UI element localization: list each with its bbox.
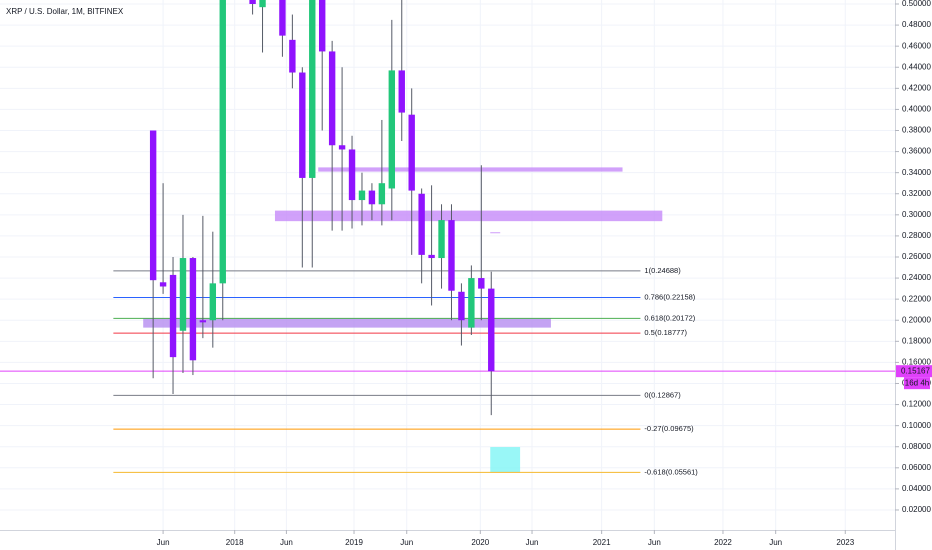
candle-body: [428, 254, 435, 259]
candle-body: [398, 70, 405, 113]
candle-body: [418, 193, 425, 255]
y-tick-label: 0.48000: [902, 20, 931, 29]
candle-body: [368, 190, 376, 205]
countdown-label: 16d 4h: [905, 378, 929, 387]
y-tick-label: 0.38000: [902, 126, 931, 135]
candle-body: [249, 0, 256, 5]
fib-label: 0.786(0.22158): [644, 292, 695, 301]
candle-body: [219, 0, 226, 284]
x-tick-label: 2018: [226, 538, 244, 547]
y-tick-label: 0.36000: [902, 147, 931, 156]
zone: [274, 210, 663, 222]
fib-label: -0.27(0.09675): [644, 424, 694, 433]
candle-body: [468, 278, 475, 328]
x-tick-label: Jun: [400, 538, 413, 547]
candle-body: [438, 220, 445, 259]
x-tick-label: 2023: [836, 538, 854, 547]
x-tick-label: 2020: [471, 538, 489, 547]
last-price-box: [896, 365, 932, 378]
zone: [490, 447, 521, 473]
x-tick-label: Jun: [157, 538, 170, 547]
candle-body: [299, 72, 306, 178]
candle-body: [348, 149, 356, 201]
y-tick-label: 0.08000: [902, 442, 931, 451]
x-tick-label: Jun: [648, 538, 661, 547]
candle-body: [328, 51, 336, 146]
fib-label: 0(0.12867): [644, 390, 681, 399]
candle-body: [259, 0, 266, 8]
candle-body: [488, 288, 495, 372]
y-tick-label: 0.16000: [902, 358, 931, 367]
fib-label: 0.5(0.18777): [644, 328, 687, 337]
last-price-label: 0.15167: [901, 366, 930, 375]
zone: [318, 167, 623, 172]
candle-body: [279, 0, 286, 36]
y-tick-label: 0.04000: [902, 484, 931, 493]
y-tick-label: 0.02000: [902, 505, 931, 514]
y-tick-label: 0.42000: [902, 83, 931, 92]
y-tick-label: 0.06000: [902, 463, 931, 472]
x-tick-label: Jun: [769, 538, 782, 547]
candle-body: [408, 114, 415, 191]
y-tick-label: 0.24000: [902, 273, 931, 282]
candle-body: [388, 70, 396, 189]
candle-body: [289, 39, 296, 73]
candle-body: [199, 320, 207, 323]
x-tick-label: 2021: [593, 538, 611, 547]
candle-body: [149, 130, 157, 281]
candle-body: [378, 183, 386, 205]
zone: [490, 232, 501, 234]
fib-label: 0.618(0.20172): [644, 313, 695, 322]
y-tick-label: 0.30000: [902, 210, 931, 219]
y-tick-label: 0.18000: [902, 336, 931, 345]
y-tick-label: 0.20000: [902, 315, 931, 324]
x-tick-label: 2019: [345, 538, 363, 547]
candle-body: [189, 258, 197, 361]
y-tick-label: 0.22000: [902, 294, 931, 303]
countdown-box: [904, 377, 930, 390]
candle-body: [358, 190, 366, 201]
y-tick-label: 0.26000: [902, 252, 931, 261]
candle-body: [169, 274, 177, 358]
y-tick-label: 0.12000: [902, 400, 931, 409]
drawings: 1(0.24688) 0.786(0.22158) 0.618(0.20172) 0.…: [0, 167, 895, 476]
fib-label: -0.618(0.05561): [644, 467, 698, 476]
y-tick-label: 0.40000: [902, 105, 931, 114]
candle-body: [209, 283, 217, 321]
x-tick-label: Jun: [526, 538, 539, 547]
y-tick-label: 0.34000: [902, 168, 931, 177]
candle-body: [309, 0, 316, 178]
candle-body: [319, 0, 326, 52]
y-tick-label: 0.10000: [902, 421, 931, 430]
y-tick-label: 0.50000: [902, 0, 931, 8]
x-tick-label: Jun: [280, 538, 293, 547]
candle-body: [159, 282, 167, 287]
chart-title: XRP / U.S. Dollar, 1M, BITFINEX: [6, 7, 124, 16]
candle-body: [458, 291, 465, 321]
candle-body: [338, 145, 346, 150]
y-tick-label: 0.46000: [902, 41, 931, 50]
y-tick-label: 0.32000: [902, 189, 931, 198]
candle-body: [179, 258, 187, 331]
zone: [143, 318, 551, 328]
fib-label: 1(0.24688): [644, 266, 681, 275]
candle-body: [448, 220, 455, 291]
candles: [149, 0, 495, 416]
candle-body: [478, 278, 485, 289]
x-tick-label: 2022: [714, 538, 732, 547]
y-tick-label: 0.28000: [902, 231, 931, 240]
y-tick-label: 0.44000: [902, 62, 931, 71]
